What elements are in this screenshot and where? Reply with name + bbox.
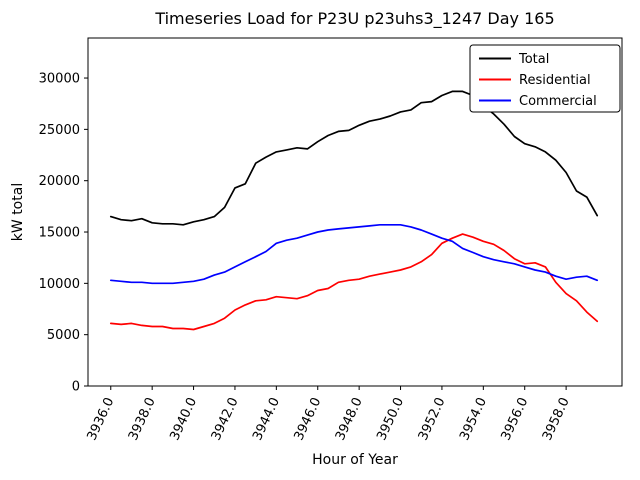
x-tick-label: 3958.0 [540, 395, 573, 443]
legend-label-residential: Residential [519, 73, 591, 88]
legend-label-total: Total [518, 52, 549, 67]
x-axis-label: Hour of Year [312, 452, 398, 468]
x-tick-label: 3944.0 [250, 395, 283, 443]
plot-area: 3936.0 3938.0 3940.0 3942.0 3944.0 3946.0 3948… [39, 37, 623, 443]
series-line-total [109, 90, 599, 226]
y-tick-label: 15000 [39, 226, 80, 241]
y-axis-label: kW total [10, 183, 26, 241]
legend-label-commercial: Commercial [519, 94, 597, 109]
series-line-residential [109, 233, 599, 331]
x-tick-label: 3954.0 [457, 395, 490, 443]
x-tick-label: 3940.0 [167, 395, 200, 443]
x-tick-label: 3950.0 [374, 395, 407, 443]
y-tick-label: 25000 [39, 123, 80, 138]
y-tick-label: 30000 [39, 72, 80, 87]
x-tick-label: 3942.0 [209, 395, 242, 443]
x-tick-label: 3956.0 [499, 395, 532, 443]
y-tick-label: 20000 [39, 174, 80, 189]
chart-title: Timeseries Load for P23U p23uhs3_1247 Da… [154, 9, 554, 29]
x-tick-label: 3952.0 [416, 395, 449, 443]
y-tick-label: 0 [72, 380, 80, 395]
y-tick-label: 5000 [47, 328, 80, 343]
x-tick-label: 3946.0 [292, 395, 325, 443]
legend-box [469, 44, 621, 113]
series-line-commercial [109, 223, 599, 285]
y-tick-label: 10000 [39, 277, 80, 292]
x-tick-label: 3938.0 [126, 395, 159, 443]
x-tick-label: 3948.0 [333, 395, 366, 443]
x-tick-label: 3936.0 [85, 395, 118, 443]
plot-border [87, 37, 623, 387]
